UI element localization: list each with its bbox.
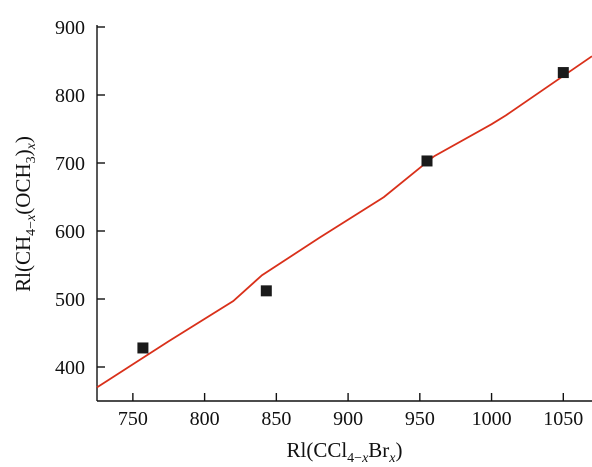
data-point-marker	[137, 342, 149, 354]
x-axis: 750 800 850 900 950 1000 1050 Rl(CCl4−​x​Brx​)	[97, 393, 592, 466]
axis-title-part: x	[24, 214, 39, 222]
x-tick-label: 950	[405, 408, 435, 430]
y-ticks: 400 500 600 700 800 900	[55, 17, 105, 379]
axis-title-part: 4−	[347, 451, 362, 466]
y-axis-title: Rl(CH4−​x​(OCH3​)x​)	[11, 136, 39, 292]
x-tick-label: 900	[333, 408, 363, 430]
axis-title-part: Rl(CH	[11, 236, 35, 292]
y-tick-label: 800	[55, 85, 85, 107]
axis-title-part: )	[396, 438, 403, 462]
axis-title-part: x	[24, 142, 39, 150]
x-tick-label: 850	[261, 408, 291, 430]
data-point-marker	[421, 155, 433, 167]
y-axis: 400 500 600 700 800 900 Rl(CH4−​x​(OCH3​)x​)	[11, 17, 105, 401]
x-ticks: 750 800 850 900 950 1000 1050	[118, 393, 583, 430]
x-axis-title: Rl(CCl4−​x​Brx​)	[286, 438, 402, 466]
plot-area	[96, 55, 592, 389]
x-tick-label: 1050	[543, 408, 583, 430]
axis-title-part: )	[11, 136, 35, 143]
data-point-marker	[557, 67, 569, 79]
y-tick-label: 900	[55, 17, 85, 39]
axis-title-part: x	[388, 451, 396, 466]
axis-title-part: Rl(CCl	[286, 438, 347, 462]
y-tick-label: 500	[55, 289, 85, 311]
axis-title-part: x	[361, 451, 369, 466]
axis-title-part: Br	[368, 438, 389, 462]
fit-line	[96, 55, 592, 389]
axis-title-part: 3	[24, 156, 39, 163]
y-tick-label: 400	[55, 357, 85, 379]
y-tick-label: 600	[55, 221, 85, 243]
axis-title-part: 4−	[24, 221, 39, 236]
x-tick-label: 1000	[472, 408, 512, 430]
data-point-marker	[260, 285, 272, 297]
axis-title-part: )	[11, 149, 35, 156]
x-tick-label: 800	[190, 408, 220, 430]
x-tick-label: 750	[118, 408, 148, 430]
axis-title-part: (OCH	[11, 163, 35, 214]
y-tick-label: 700	[55, 153, 85, 175]
